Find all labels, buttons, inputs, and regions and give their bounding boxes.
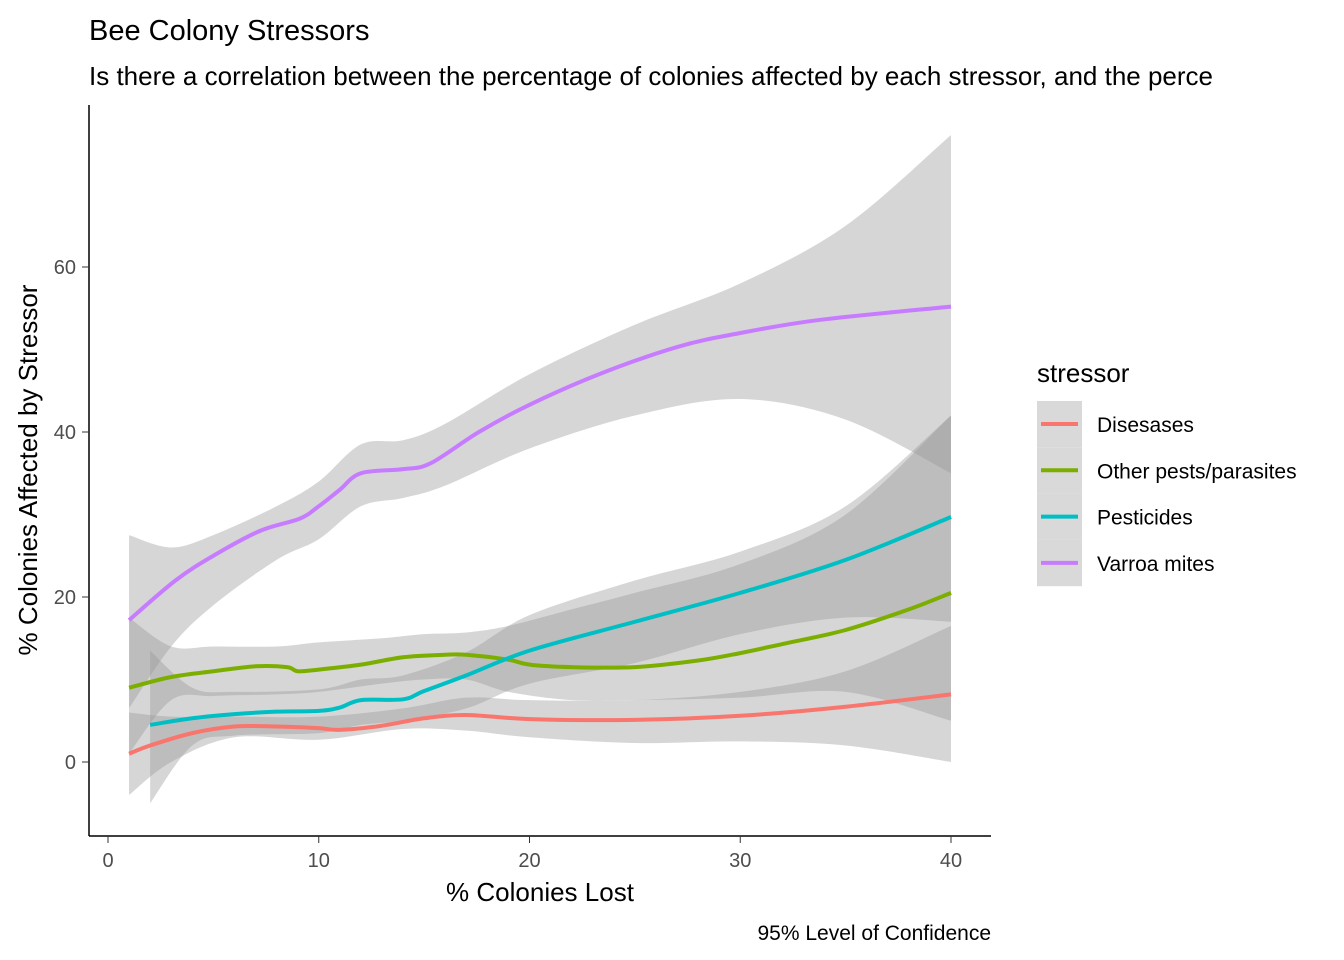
y-ticks: 0 20 40 60 xyxy=(54,257,89,774)
y-tick-label: 0 xyxy=(65,752,76,774)
x-tick-label: 10 xyxy=(308,850,330,872)
series-lines xyxy=(127,304,952,756)
x-tick-label: 30 xyxy=(729,850,751,872)
legend-label: Varroa mites xyxy=(1097,553,1214,576)
legend-title: stressor xyxy=(1037,358,1130,388)
x-axis-title: % Colonies Lost xyxy=(446,877,635,907)
series-line xyxy=(149,515,952,727)
legend-label: Other pests/parasites xyxy=(1097,460,1297,483)
legend: Disesases Other pests/parasites Pesticides… xyxy=(1037,401,1297,587)
legend-label: Disesases xyxy=(1097,414,1194,437)
x-ticks: 0 10 20 30 40 xyxy=(102,836,962,872)
chart-title: Bee Colony Stressors xyxy=(89,15,369,47)
y-tick-label: 20 xyxy=(54,587,76,609)
series-line xyxy=(128,692,952,756)
y-tick-label: 40 xyxy=(54,422,76,444)
confidence-band xyxy=(129,625,951,795)
series-line xyxy=(127,304,952,622)
x-tick-label: 20 xyxy=(518,850,540,872)
confidence-bands xyxy=(129,135,951,804)
series-line xyxy=(128,591,952,690)
x-tick-label: 0 xyxy=(102,850,113,872)
y-axis-title: % Colonies Affected by Stressor xyxy=(13,284,43,655)
y-tick-label: 60 xyxy=(54,257,76,279)
caption: 95% Level of Confidence xyxy=(758,922,992,945)
x-tick-label: 40 xyxy=(940,850,962,872)
confidence-band xyxy=(150,415,951,804)
confidence-band xyxy=(129,135,951,709)
legend-label: Pesticides xyxy=(1097,507,1193,530)
chart-subtitle: Is there a correlation between the perce… xyxy=(89,61,1213,91)
